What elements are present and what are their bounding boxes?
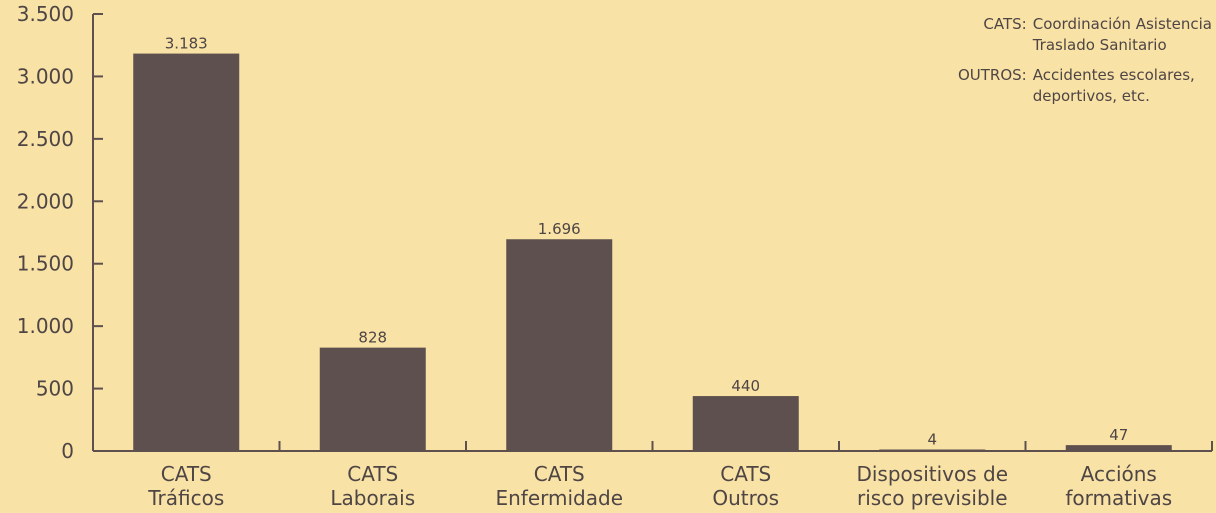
bars <box>133 53 1172 452</box>
legend-description: Coordinación Asistencia Traslado Sanitar… <box>1033 14 1212 56</box>
y-tick-label: 2.000 <box>17 189 74 213</box>
bar <box>133 53 240 452</box>
bar <box>879 449 986 451</box>
legend-line: deportivos, etc. <box>1032 87 1150 105</box>
category-labels: CATS Tráficos CATS Laborais CATS Enfermidade C… <box>147 462 1172 510</box>
data-label: 3.183 <box>165 35 208 53</box>
legend-key: OUTROS: <box>957 66 1027 84</box>
x-axis <box>93 441 1213 452</box>
y-tick-label: 3.000 <box>17 64 74 88</box>
data-label: 47 <box>1109 426 1128 444</box>
x-tick-label: CATS Laborais <box>330 462 415 510</box>
legend-description: Accidentes escolares, deportivos, etc. <box>1033 65 1195 107</box>
y-tick-label: 1.500 <box>17 252 74 276</box>
data-labels: 3.183 828 1.696 440 4 47 <box>165 35 1129 449</box>
legend-line: Accidentes escolares, <box>1032 66 1195 84</box>
legend-line: Traslado Sanitario <box>1032 36 1167 54</box>
legend-item-outros: OUTROS: Accidentes escolares, deportivos… <box>933 65 1212 107</box>
x-tick-label: CATS Outros <box>712 462 779 510</box>
x-tick-label: Accións formativas <box>1065 462 1172 510</box>
data-label: 1.696 <box>538 220 581 238</box>
legend-line: Coordinación Asistencia <box>1032 15 1212 33</box>
x-tick-label: CATS Tráficos <box>147 462 224 510</box>
data-label: 828 <box>358 329 387 347</box>
y-tick-label: 1.000 <box>17 314 74 338</box>
legend-item-cats: CATS: Coordinación Asistencia Traslado S… <box>933 14 1212 56</box>
bar <box>319 347 426 451</box>
bar <box>1065 445 1172 451</box>
y-axis: 0 500 1.000 1.500 2.000 2.500 3.000 3.500 <box>17 2 103 463</box>
y-tick-label: 2.500 <box>17 127 74 151</box>
data-label: 4 <box>927 431 937 449</box>
y-tick-label: 3.500 <box>17 2 74 26</box>
data-label: 440 <box>731 377 760 395</box>
y-tick-label: 0 <box>61 439 74 463</box>
x-tick-label: CATS Enfermidade <box>495 462 623 510</box>
legend: CATS: Coordinación Asistencia Traslado S… <box>933 14 1212 116</box>
x-tick-label: Dispositivos de risco previsible <box>856 462 1008 510</box>
legend-key: CATS: <box>983 15 1027 33</box>
bar <box>506 239 613 451</box>
bar <box>692 396 799 451</box>
y-tick-label: 500 <box>36 377 74 401</box>
